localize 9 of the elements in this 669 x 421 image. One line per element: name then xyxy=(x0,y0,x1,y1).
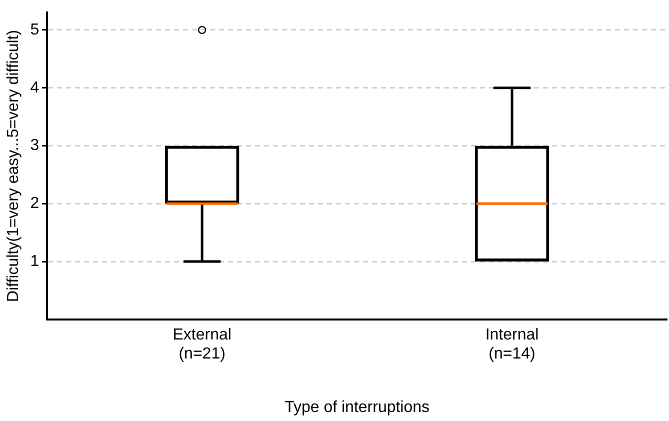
y-tick-label: 4 xyxy=(30,79,40,96)
y-tick-label: 1 xyxy=(30,252,40,270)
y-axis-title: Difficulty(1=very easy...5=very difficult) xyxy=(5,30,22,302)
x-tick-label: External (n=21) xyxy=(172,326,232,363)
y-tick-label: 5 xyxy=(30,21,40,38)
y-tick-label: 3 xyxy=(30,137,40,154)
x-axis-title: Type of interruptions xyxy=(284,398,430,416)
y-tick-label: 2 xyxy=(30,195,40,212)
x-tick-label: Internal (n=14) xyxy=(485,326,539,363)
